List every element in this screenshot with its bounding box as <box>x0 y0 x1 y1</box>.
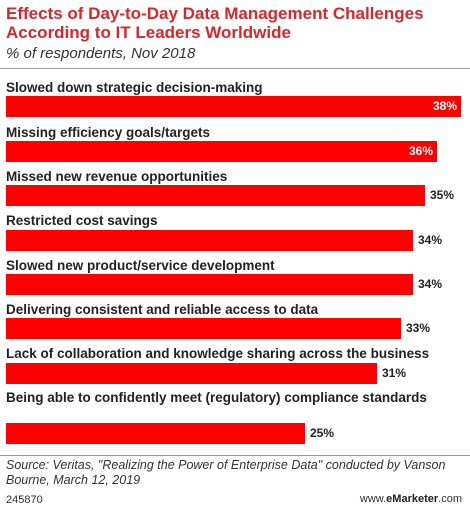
bar-category-label: Missed new revenue opportunities <box>6 169 228 184</box>
chart-title: Effects of Day-to-Day Data Management Ch… <box>6 4 424 42</box>
source-note: Source: Veritas, "Realizing the Power of… <box>6 458 446 487</box>
chart-subtitle: % of respondents, Nov 2018 <box>6 45 196 62</box>
bar <box>6 423 305 444</box>
bar: 36% <box>6 141 437 162</box>
bar-category-label: Being able to confidently meet (regulato… <box>6 390 427 405</box>
bar-category-label: Lack of collaboration and knowledge shar… <box>6 346 430 361</box>
bar: 38% <box>6 96 461 117</box>
bar-category-label: Slowed down strategic decision-making <box>6 80 263 95</box>
emarketer-logo: www.eMarketer.com <box>359 493 462 505</box>
bar-value-label: 34% <box>418 233 443 247</box>
bar-value-label: 34% <box>418 277 443 291</box>
bar-category-label: Restricted cost savings <box>6 213 158 228</box>
bar-value-label: 36% <box>408 144 433 158</box>
bar-value-label: 35% <box>430 188 455 202</box>
bar-category-label: Missing efficiency goals/targets <box>6 125 211 140</box>
bar <box>6 185 425 206</box>
bar <box>6 318 401 339</box>
bar-value-label: 31% <box>382 366 407 380</box>
header-divider <box>0 68 470 69</box>
bar-value-label: 38% <box>432 99 457 113</box>
chart-id: 245870 <box>6 494 43 506</box>
bar-value-label: 25% <box>310 426 335 440</box>
bar <box>6 230 413 251</box>
bar-category-label: Delivering consistent and reliable acces… <box>6 302 319 317</box>
footer-divider <box>0 455 470 456</box>
bar <box>6 363 377 384</box>
bar-value-label: 33% <box>406 321 431 335</box>
bar-category-label: Slowed new product/service development <box>6 258 275 273</box>
bar <box>6 274 413 295</box>
